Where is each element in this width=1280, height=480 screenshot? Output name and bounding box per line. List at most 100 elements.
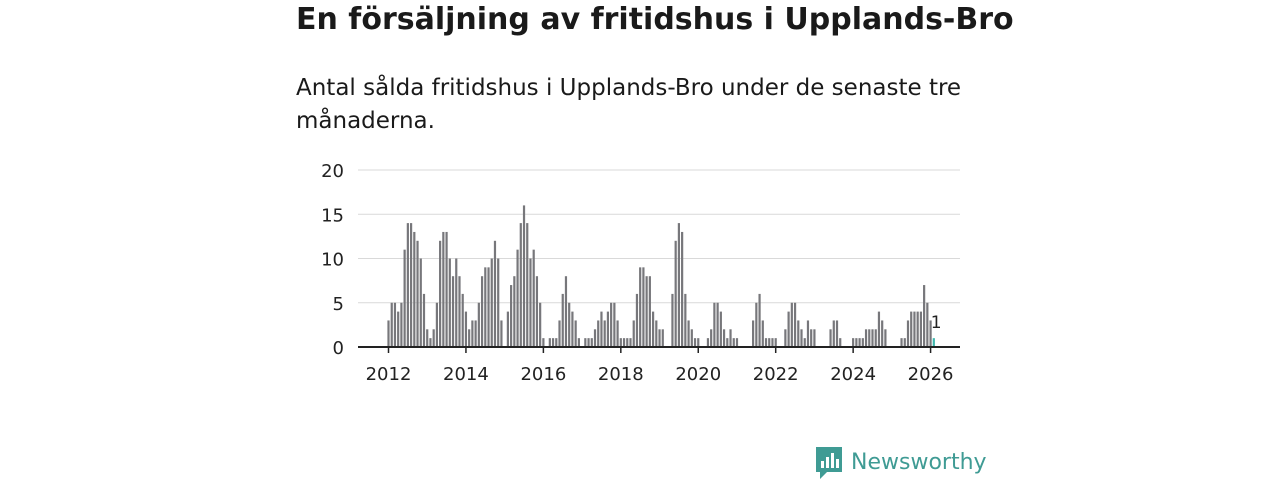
bar <box>616 320 619 347</box>
bar <box>597 320 600 347</box>
bar <box>797 320 800 347</box>
bar <box>803 338 806 347</box>
bar <box>858 338 861 347</box>
bar <box>522 205 526 347</box>
bar <box>906 320 910 347</box>
bar <box>445 231 448 347</box>
bar <box>590 338 593 347</box>
bar <box>923 285 926 347</box>
bar <box>793 302 797 347</box>
bar <box>800 329 803 347</box>
bar <box>900 338 903 347</box>
bar <box>864 329 868 347</box>
x-tick-label: 2012 <box>366 364 412 385</box>
bar <box>877 311 881 347</box>
bar <box>600 311 603 347</box>
bar <box>829 329 832 347</box>
bar <box>913 311 916 347</box>
bar <box>603 320 606 347</box>
bar <box>439 240 442 347</box>
bar <box>855 338 858 347</box>
bar <box>635 293 639 347</box>
bar <box>758 293 761 347</box>
bar <box>429 338 432 347</box>
bar <box>729 329 732 347</box>
bar <box>835 320 839 347</box>
bar <box>564 276 568 347</box>
bar <box>464 311 468 347</box>
bar <box>881 320 884 347</box>
bar <box>784 329 787 347</box>
bar <box>719 311 722 347</box>
bar <box>484 267 487 347</box>
bar <box>593 329 597 347</box>
newsworthy-logo: Newsworthy <box>815 446 987 480</box>
bar <box>416 240 419 347</box>
bar <box>752 320 755 347</box>
bar <box>406 223 409 347</box>
bar <box>551 338 555 347</box>
bar <box>713 302 716 347</box>
bar <box>419 258 422 347</box>
x-tick-label: 2018 <box>598 364 644 385</box>
bar <box>539 302 542 347</box>
bar <box>526 223 529 347</box>
y-tick-label: 5 <box>333 294 344 315</box>
bar <box>571 311 574 347</box>
bar <box>468 329 471 347</box>
bar <box>529 258 532 347</box>
bar <box>532 249 535 347</box>
bar <box>619 338 622 347</box>
bar <box>548 338 551 347</box>
bar <box>426 329 429 347</box>
bar <box>516 249 519 347</box>
bar <box>861 338 864 347</box>
bar <box>555 338 558 347</box>
bar <box>435 302 438 347</box>
bar <box>645 276 648 347</box>
bar <box>390 302 393 347</box>
bar <box>874 329 877 347</box>
bar <box>681 231 684 347</box>
data-label: 1 <box>931 313 942 333</box>
bar <box>706 338 710 347</box>
bar <box>432 329 435 347</box>
bar <box>813 329 816 347</box>
bar <box>787 311 790 347</box>
bar <box>722 329 726 347</box>
bar <box>471 320 474 347</box>
bar <box>661 329 664 347</box>
bar <box>393 302 397 347</box>
bar <box>568 302 571 347</box>
bar <box>629 338 632 347</box>
bar <box>442 231 445 347</box>
y-tick-label: 10 <box>321 250 344 271</box>
bar <box>493 240 497 347</box>
bar <box>806 320 810 347</box>
bar <box>687 320 690 347</box>
bar <box>642 267 645 347</box>
bar <box>448 258 451 347</box>
newsworthy-icon <box>816 447 842 479</box>
bar <box>632 320 635 347</box>
bar <box>558 320 561 347</box>
bar <box>480 276 484 347</box>
bar <box>626 338 629 347</box>
x-tick-label: 2024 <box>830 364 876 385</box>
bar <box>458 276 461 347</box>
bar <box>684 293 687 347</box>
bar <box>774 338 777 347</box>
bar <box>771 338 774 347</box>
bar <box>455 258 458 347</box>
bar <box>852 338 855 347</box>
bar <box>613 302 616 347</box>
bar <box>735 338 739 347</box>
bar <box>651 311 655 347</box>
bar <box>926 302 929 347</box>
bar <box>500 320 503 347</box>
bar <box>690 329 693 347</box>
bar <box>487 267 490 347</box>
bar <box>655 320 658 347</box>
bar <box>400 302 403 347</box>
bar <box>929 320 932 347</box>
